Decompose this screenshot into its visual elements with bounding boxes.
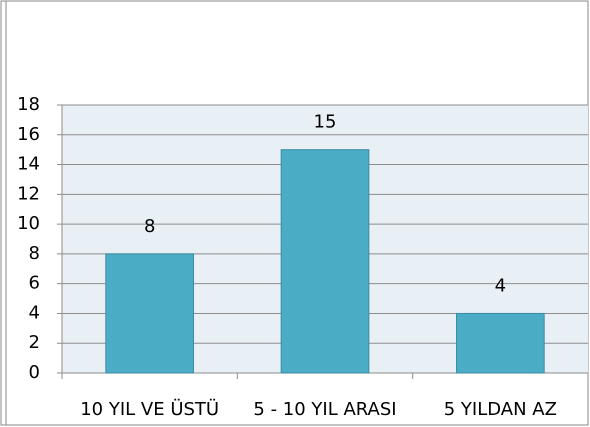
bar <box>456 312 545 374</box>
y-tick-label: 6 <box>29 273 40 294</box>
bar <box>105 253 194 374</box>
x-tick-label: 10 YIL VE ÜSTÜ <box>80 398 219 420</box>
y-tick-label: 12 <box>17 183 40 204</box>
data-label: 8 <box>144 216 155 237</box>
data-label: 4 <box>495 275 506 296</box>
y-tick-label: 2 <box>29 332 40 353</box>
x-tick-label: 5 - 10 YIL ARASI <box>253 399 396 420</box>
y-tick-label: 14 <box>17 154 40 175</box>
y-tick-label: 18 <box>17 94 40 115</box>
y-tick-label: 4 <box>29 302 40 323</box>
y-tick-label: 0 <box>29 362 40 383</box>
y-tick-label: 16 <box>17 124 40 145</box>
y-tick-label: 8 <box>29 243 40 264</box>
data-label: 15 <box>314 112 337 133</box>
x-tick-label: 5 YILDAN AZ <box>444 399 557 420</box>
bar <box>280 149 370 374</box>
y-tick-label: 10 <box>17 213 40 234</box>
